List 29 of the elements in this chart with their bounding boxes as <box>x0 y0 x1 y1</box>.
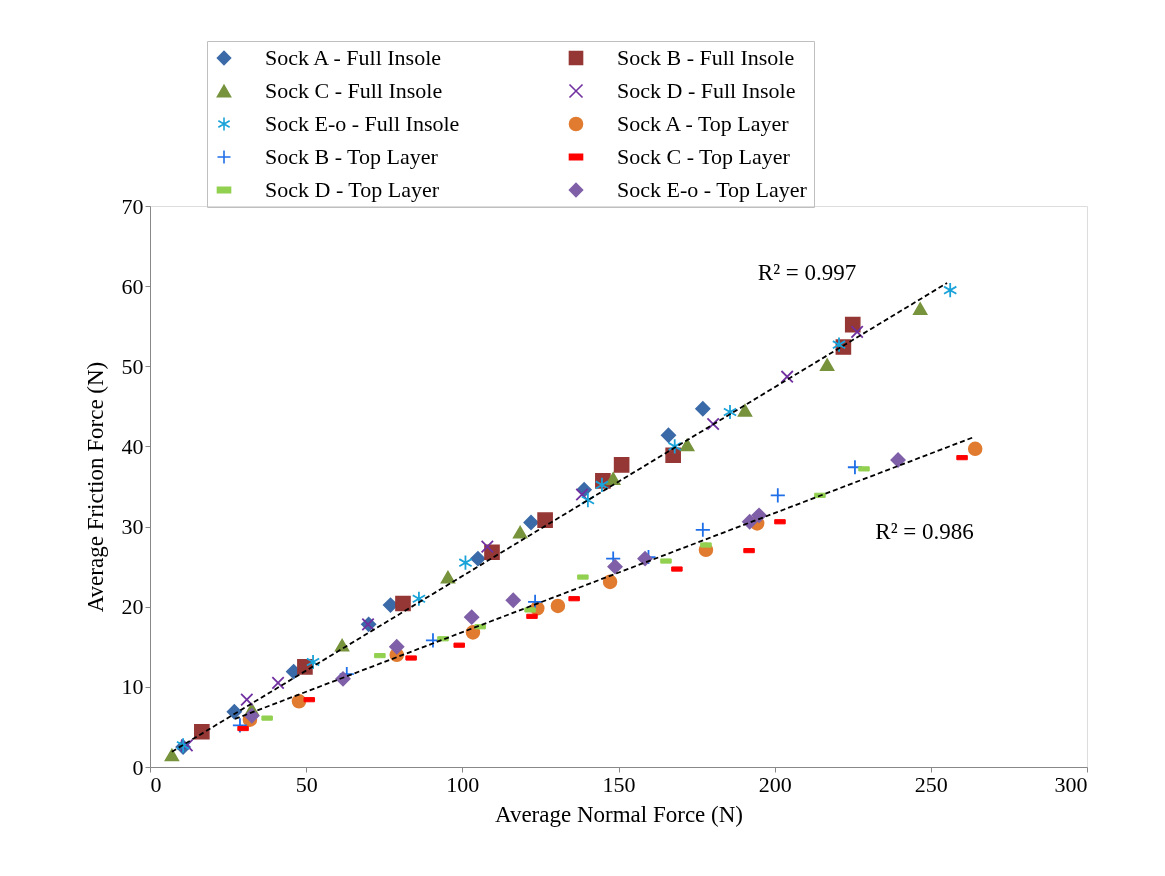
y-tick-label: 20 <box>121 594 144 620</box>
x-axis-title: Average Normal Force (N) <box>495 801 743 827</box>
annotation: R² = 0.997 <box>757 259 857 285</box>
y-tick-label: 30 <box>121 514 144 540</box>
legend-label: Sock B - Full Insole <box>617 45 795 70</box>
x-tick-label: 250 <box>914 771 948 797</box>
x-tick-label: 0 <box>150 771 162 797</box>
y-tick-label: 60 <box>121 273 144 299</box>
legend-label: Sock B - Top Layer <box>265 144 439 169</box>
legend-label: Sock D - Full Insole <box>617 78 796 103</box>
y-tick-label: 70 <box>121 193 144 219</box>
x-tick-label: 50 <box>295 771 318 797</box>
legend-label: Sock D - Top Layer <box>265 177 440 202</box>
y-tick-label: 40 <box>121 433 144 459</box>
x-tick-label: 150 <box>602 771 636 797</box>
y-tick-label: 0 <box>132 754 144 780</box>
x-tick-label: 300 <box>1054 771 1088 797</box>
y-tick-label: 10 <box>121 674 144 700</box>
legend-label: Sock A - Full Insole <box>265 45 442 70</box>
legend-label: Sock E-o - Full Insole <box>265 111 460 136</box>
x-tick-label: 200 <box>758 771 792 797</box>
y-tick-label: 50 <box>121 353 144 379</box>
legend-label: Sock A - Top Layer <box>617 111 790 136</box>
legend-label: Sock C - Top Layer <box>617 144 791 169</box>
annotation: R² = 0.986 <box>875 518 974 544</box>
legend-label: Sock C - Full Insole <box>265 78 443 103</box>
x-tick-label: 100 <box>446 771 480 797</box>
legend-label: Sock E-o - Top Layer <box>617 177 808 202</box>
y-axis-title: Average Friction Force (N) <box>82 361 108 613</box>
